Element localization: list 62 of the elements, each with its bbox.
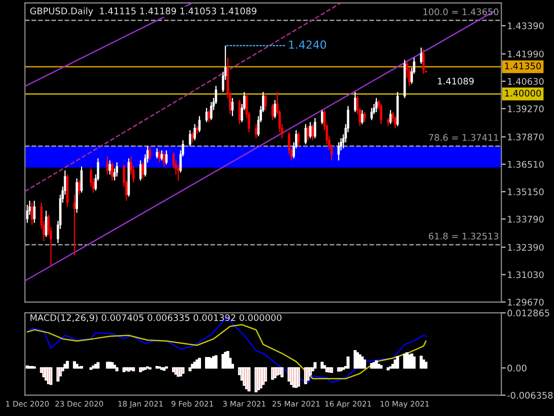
candlestick: [363, 112, 366, 123]
candlestick: [264, 93, 267, 111]
candlestick: [312, 124, 314, 141]
y-tick-label: 1.33790: [508, 216, 544, 223]
candlestick: [116, 162, 118, 178]
y-tick-label: 0.00: [508, 364, 526, 372]
y-tick-label: 1.41990: [508, 50, 544, 58]
y-tick-label: 1.43390: [508, 22, 544, 30]
candlestick: [210, 101, 212, 121]
candlestick: [142, 162, 144, 180]
y-tick-label: 1.40630: [508, 78, 544, 85]
y-tick-label: 1.35150: [508, 188, 544, 196]
candlestick: [271, 103, 274, 121]
candlestick: [44, 210, 48, 238]
candlestick: [375, 97, 378, 113]
candlestick: [380, 103, 382, 125]
annotation: 1.4240: [289, 40, 326, 49]
candlestick: [33, 200, 36, 224]
y-tick-label: 1.31030: [508, 271, 544, 278]
candlestick: [354, 91, 356, 113]
ref-line-label: 61.8 = 1.32513: [428, 232, 498, 240]
candlestick: [194, 124, 196, 141]
line-series: [26, 324, 427, 380]
candlestick: [106, 156, 109, 176]
candlestick: [191, 132, 194, 143]
chart-title: GBPUSD.Daily 1.41115 1.41189 1.41053 1.41089: [30, 7, 256, 16]
candlestick: [108, 160, 112, 176]
candlestick: [208, 110, 210, 123]
candlestick: [26, 204, 28, 224]
candlestick: [162, 152, 166, 168]
candlestick: [304, 124, 307, 145]
candlestick: [111, 162, 114, 182]
candlestick: [420, 47, 422, 64]
candlestick: [394, 116, 396, 129]
ref-line-label: 1.40000: [505, 90, 541, 97]
y-tick-label: 0.012865: [508, 310, 550, 316]
candlestick: [205, 107, 208, 123]
ref-line-label: 1.41350: [505, 62, 541, 70]
candlestick: [158, 150, 161, 163]
candlestick: [165, 150, 168, 166]
candlestick: [320, 110, 324, 125]
candlestick: [177, 164, 180, 182]
candlestick: [78, 180, 80, 196]
ref-line-label: 78.6 = 1.37411: [428, 134, 498, 141]
y-tick-label: -0.006358: [507, 392, 553, 399]
ref-line-label: 100.0 = 1.43650: [424, 8, 498, 16]
y-tick-label: 1.29670: [508, 298, 544, 306]
candlestick: [370, 107, 373, 121]
y-tick-label: 1.37870: [508, 134, 544, 140]
candlestick: [361, 110, 364, 125]
candlestick: [148, 146, 152, 161]
candlestick: [274, 99, 276, 119]
candlestick: [160, 150, 163, 161]
y-tick-label: 1.36510: [508, 160, 544, 168]
line-series: [26, 316, 427, 384]
annotation: 1.41089: [438, 78, 474, 85]
y-tick-label: 1.32390: [508, 244, 544, 251]
candlestick: [238, 99, 241, 125]
candlestick: [231, 97, 234, 117]
candlestick: [337, 142, 340, 161]
y-tick-label: 1.39270: [508, 105, 544, 112]
candlestick: [309, 122, 312, 139]
